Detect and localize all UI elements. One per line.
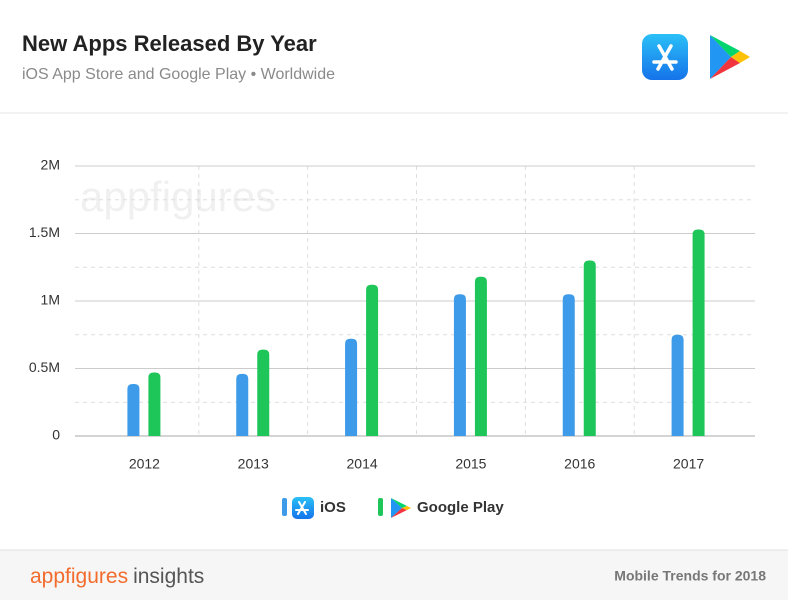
legend-label: iOS xyxy=(320,499,346,516)
bar xyxy=(453,294,466,436)
bar xyxy=(236,373,249,436)
bar xyxy=(257,349,270,436)
bar xyxy=(562,294,575,436)
legend-swatch xyxy=(282,498,287,516)
legend-label: Google Play xyxy=(417,499,504,516)
bar xyxy=(345,338,358,436)
app-store-icon xyxy=(642,34,688,80)
y-tick-label: 1M xyxy=(41,292,60,308)
y-tick-label: 0.5M xyxy=(29,359,60,375)
bar xyxy=(583,260,596,436)
x-tick-label: 2013 xyxy=(238,456,269,472)
x-tick-label: 2012 xyxy=(129,456,160,472)
bar xyxy=(127,384,140,436)
footer-bg xyxy=(0,550,788,600)
bar xyxy=(692,229,705,436)
footer-brand: appfigures insights xyxy=(30,565,204,588)
y-tick-label: 2M xyxy=(41,157,60,173)
subtitle: iOS App Store and Google Play • Worldwid… xyxy=(22,66,335,83)
bar xyxy=(474,276,487,436)
bar xyxy=(366,284,379,436)
legend: iOS Google Play xyxy=(282,497,504,519)
watermark: appfigures xyxy=(80,173,276,220)
bar xyxy=(148,372,161,436)
title: New Apps Released By Year xyxy=(22,31,317,56)
bar xyxy=(671,334,684,436)
y-tick-label: 0 xyxy=(52,427,60,443)
x-tick-label: 2016 xyxy=(564,456,595,472)
x-tick-label: 2015 xyxy=(455,456,486,472)
legend-icon xyxy=(292,497,314,519)
product: insights xyxy=(133,565,204,588)
y-tick-label: 1.5M xyxy=(29,224,60,240)
x-tick-label: 2014 xyxy=(347,456,378,472)
brand: appfigures xyxy=(30,565,128,588)
x-tick-label: 2017 xyxy=(673,456,704,472)
google-play-icon xyxy=(710,35,750,79)
legend-swatch xyxy=(378,498,383,516)
footer-note: Mobile Trends for 2018 xyxy=(614,568,766,584)
legend-icon xyxy=(391,498,411,518)
